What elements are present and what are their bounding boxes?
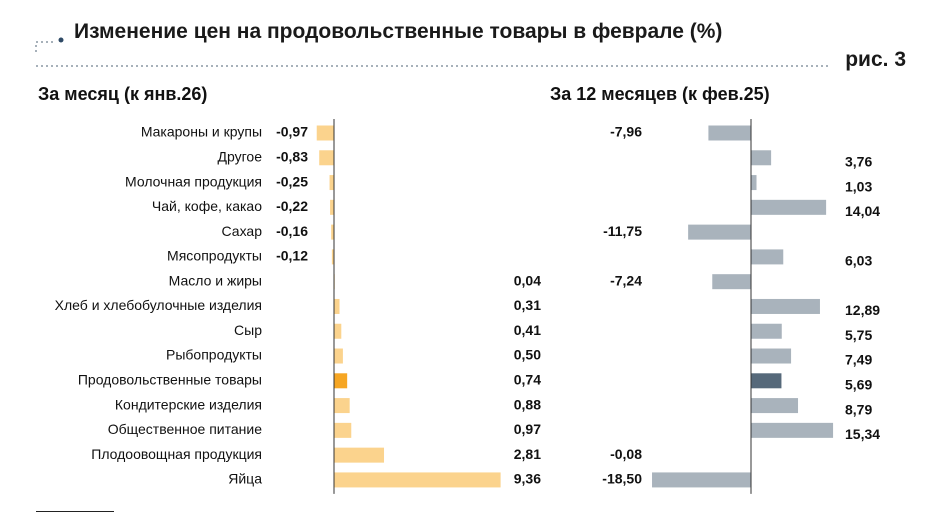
- category-label: Продовольственные товары: [78, 372, 262, 388]
- month-bar: [334, 348, 343, 364]
- month-value-label: 0,31: [514, 297, 541, 313]
- title-frame-dots: [35, 41, 56, 52]
- year-bar: [751, 150, 772, 166]
- month-bar: [319, 150, 334, 166]
- year-bar: [751, 323, 782, 339]
- chart-title: Изменение цен на продовольственные товар…: [74, 20, 723, 43]
- year-bar: [712, 274, 751, 290]
- month-value-label: 0,41: [514, 322, 541, 338]
- category-label: Сахар: [222, 223, 263, 239]
- year-bar: [751, 373, 782, 389]
- category-label: Общественное питание: [108, 421, 262, 437]
- month-bar: [331, 224, 334, 240]
- month-value-label: 9,36: [514, 471, 541, 487]
- month-value-label: 0,97: [514, 421, 541, 437]
- year-value-label: -7,96: [610, 124, 642, 140]
- year-value-label: 1,03: [845, 178, 872, 194]
- month-bar: [331, 249, 334, 265]
- year-bar: [708, 125, 751, 141]
- year-value-label: -0,08: [610, 446, 642, 462]
- month-bar: [316, 125, 334, 141]
- month-value-label: 2,81: [514, 446, 541, 462]
- category-label: Сыр: [234, 322, 262, 338]
- category-label: Яйца: [228, 471, 262, 487]
- year-value-label: -7,24: [610, 272, 642, 288]
- year-bar: [751, 298, 820, 314]
- year-value-label: 5,69: [845, 377, 872, 393]
- category-label: Кондитерские изделия: [115, 396, 262, 412]
- month-bar: [329, 175, 334, 191]
- month-bar: [334, 398, 350, 414]
- category-label: Молочная продукция: [125, 173, 262, 189]
- left-panel-title: За месяц (к янв.26): [38, 84, 208, 104]
- year-value-label: 5,75: [845, 327, 872, 343]
- right-panel-title: За 12 месяцев (к фев.25): [550, 84, 770, 104]
- month-bar: [334, 298, 340, 314]
- month-value-label: 0,74: [514, 372, 541, 388]
- month-value-label: -0,83: [276, 148, 308, 164]
- year-bar: [751, 398, 799, 414]
- category-label: Хлеб и хлебобулочные изделия: [55, 297, 262, 313]
- month-value-label: -0,97: [276, 124, 308, 140]
- month-value-label: 0,04: [514, 272, 541, 288]
- figure-label: рис. 3: [845, 48, 906, 71]
- category-label: Макароны и крупы: [141, 124, 262, 140]
- year-value-label: 8,79: [845, 401, 872, 417]
- footnote-rule: [36, 511, 114, 512]
- month-bar: [330, 199, 334, 215]
- year-value-label: 7,49: [845, 352, 872, 368]
- year-value-label: 3,76: [845, 153, 872, 169]
- category-label: Другое: [218, 148, 263, 164]
- month-bar: [334, 447, 385, 463]
- year-bar: [751, 199, 827, 215]
- title-marker-dot: [58, 37, 64, 43]
- year-bar: [751, 422, 834, 438]
- year-value-label: 15,34: [845, 426, 880, 442]
- month-value-label: 0,88: [514, 396, 541, 412]
- year-bar: [688, 224, 751, 240]
- year-value-label: 14,04: [845, 203, 880, 219]
- month-bar: [334, 422, 352, 438]
- month-value-label: 0,50: [514, 347, 541, 363]
- month-value-label: -0,22: [276, 198, 308, 214]
- month-bar: [334, 323, 342, 339]
- month-value-label: -0,12: [276, 248, 308, 264]
- year-bar: [751, 348, 792, 364]
- category-label: Рыбопродукты: [166, 347, 262, 363]
- year-value-label: -18,50: [602, 471, 642, 487]
- year-bar: [751, 175, 757, 191]
- category-label: Мясопродукты: [167, 248, 262, 264]
- year-bar: [751, 249, 784, 265]
- year-value-label: 6,03: [845, 253, 872, 269]
- category-label: Масло и жиры: [169, 272, 262, 288]
- month-bar: [334, 373, 348, 389]
- month-value-label: -0,25: [276, 173, 308, 189]
- category-label: Плодоовощная продукция: [91, 446, 262, 462]
- year-value-label: 12,89: [845, 302, 880, 318]
- month-value-label: -0,16: [276, 223, 308, 239]
- year-value-label: -11,75: [603, 223, 642, 239]
- category-label: Чай, кофе, какао: [152, 198, 262, 214]
- year-bar: [652, 472, 751, 488]
- month-bar: [334, 472, 501, 488]
